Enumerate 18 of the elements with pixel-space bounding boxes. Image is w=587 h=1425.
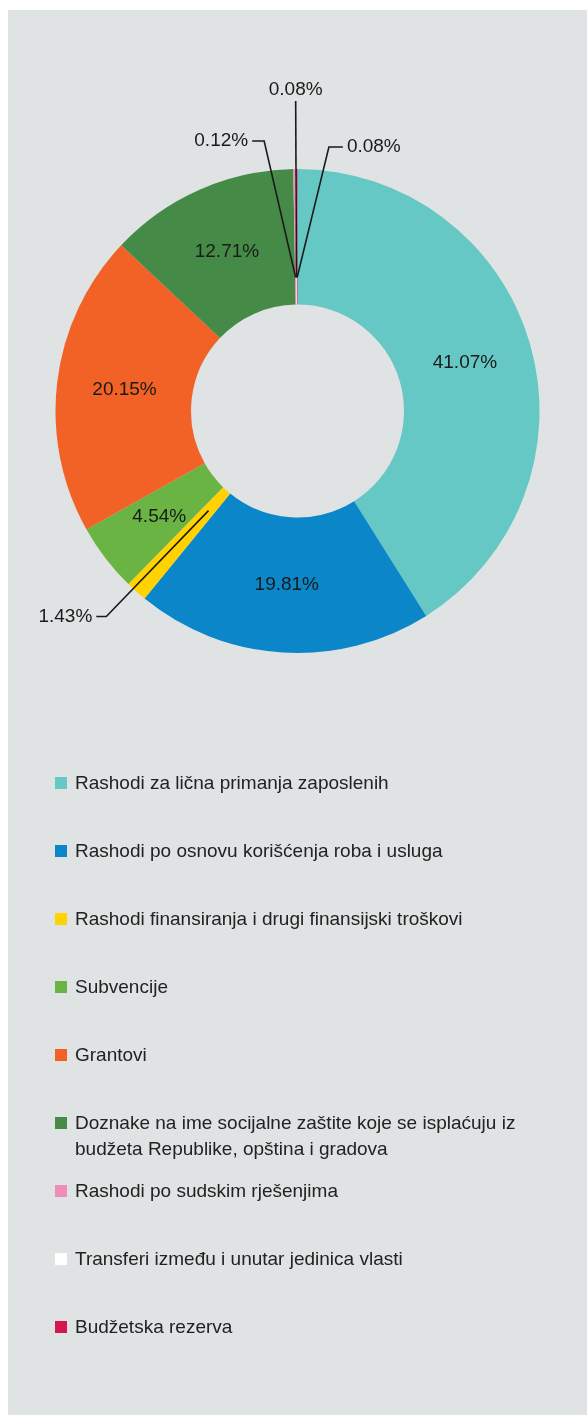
legend-label: Rashodi za lična primanja zaposlenih bbox=[75, 771, 389, 795]
data-label: 0.08% bbox=[268, 77, 323, 99]
legend-label: Rashodi po osnovu korišćenja roba i usluga bbox=[75, 839, 443, 863]
data-label: 4.54% bbox=[132, 505, 187, 527]
legend-label: Rashodi finansiranja i drugi finansijski troškovi bbox=[75, 907, 463, 931]
legend-label: Grantovi bbox=[75, 1043, 147, 1067]
data-label: 0.08% bbox=[346, 135, 401, 157]
legend-label: Transferi između i unutar jedinica vlasti bbox=[75, 1247, 403, 1271]
data-label: 41.07% bbox=[432, 351, 498, 373]
data-label: 1.43% bbox=[38, 604, 93, 626]
data-label: 19.81% bbox=[254, 573, 320, 595]
legend-label: Subvencije bbox=[75, 975, 168, 999]
legend-label: Rashodi po sudskim rješenjima bbox=[75, 1179, 338, 1203]
legend-label: Budžetska rezerva bbox=[75, 1315, 233, 1339]
data-label: 20.15% bbox=[92, 378, 157, 400]
legend-label: Doznake na ime socijalne zaštite koje se isplaćuju iz budžeta Republike, opština i gradova bbox=[75, 1111, 517, 1161]
data-label: 12.71% bbox=[194, 239, 260, 261]
data-label: 0.12% bbox=[194, 129, 249, 151]
